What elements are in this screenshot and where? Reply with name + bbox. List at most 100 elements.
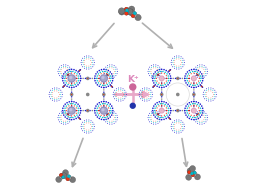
Circle shape xyxy=(71,83,72,84)
Circle shape xyxy=(68,69,70,70)
Circle shape xyxy=(67,84,69,85)
Circle shape xyxy=(66,105,67,107)
Circle shape xyxy=(94,62,95,63)
Circle shape xyxy=(165,102,167,104)
Circle shape xyxy=(157,114,158,115)
Circle shape xyxy=(157,75,158,76)
Circle shape xyxy=(139,94,140,95)
Circle shape xyxy=(169,70,170,71)
Circle shape xyxy=(159,86,160,88)
Circle shape xyxy=(193,94,194,95)
Circle shape xyxy=(102,77,104,79)
Circle shape xyxy=(172,130,173,131)
Circle shape xyxy=(153,86,155,87)
Circle shape xyxy=(105,69,107,70)
Circle shape xyxy=(76,73,78,75)
Circle shape xyxy=(87,78,88,79)
Circle shape xyxy=(68,75,75,82)
Circle shape xyxy=(108,82,110,84)
Circle shape xyxy=(159,108,164,113)
Circle shape xyxy=(184,108,186,109)
Circle shape xyxy=(80,69,81,70)
Circle shape xyxy=(202,112,203,114)
Circle shape xyxy=(187,112,188,114)
Circle shape xyxy=(113,96,114,97)
Circle shape xyxy=(189,85,190,87)
Circle shape xyxy=(91,126,92,127)
Circle shape xyxy=(188,110,189,111)
Circle shape xyxy=(167,116,169,118)
Circle shape xyxy=(158,73,159,74)
Circle shape xyxy=(130,84,136,90)
Circle shape xyxy=(169,70,170,71)
Circle shape xyxy=(169,118,170,119)
Circle shape xyxy=(191,173,195,177)
Circle shape xyxy=(194,117,195,118)
Circle shape xyxy=(107,74,108,75)
Circle shape xyxy=(92,128,93,129)
Circle shape xyxy=(111,86,113,87)
Circle shape xyxy=(70,77,72,79)
Circle shape xyxy=(157,72,159,73)
Circle shape xyxy=(158,113,159,114)
Circle shape xyxy=(159,119,160,120)
Circle shape xyxy=(67,113,68,114)
Circle shape xyxy=(107,114,108,115)
Circle shape xyxy=(107,114,108,115)
Circle shape xyxy=(84,60,85,61)
Circle shape xyxy=(70,117,71,118)
Circle shape xyxy=(124,7,130,14)
Circle shape xyxy=(71,101,72,102)
Circle shape xyxy=(105,67,106,68)
Circle shape xyxy=(154,78,155,79)
Circle shape xyxy=(202,78,204,79)
Circle shape xyxy=(84,122,85,123)
Circle shape xyxy=(157,114,159,115)
Circle shape xyxy=(156,82,157,84)
Circle shape xyxy=(151,75,152,76)
Circle shape xyxy=(103,105,104,107)
Circle shape xyxy=(92,78,93,79)
Circle shape xyxy=(69,117,70,118)
Circle shape xyxy=(158,75,159,76)
Circle shape xyxy=(68,114,69,115)
Circle shape xyxy=(86,67,87,68)
Circle shape xyxy=(125,96,126,97)
Circle shape xyxy=(159,76,164,81)
Circle shape xyxy=(99,78,100,79)
Circle shape xyxy=(197,114,198,115)
Circle shape xyxy=(201,86,203,88)
Circle shape xyxy=(64,116,66,118)
Circle shape xyxy=(72,117,74,118)
Circle shape xyxy=(185,82,187,84)
Circle shape xyxy=(82,110,84,111)
Circle shape xyxy=(155,64,156,65)
Circle shape xyxy=(71,69,72,70)
Circle shape xyxy=(88,56,89,57)
Circle shape xyxy=(69,108,74,113)
Circle shape xyxy=(107,113,108,115)
Circle shape xyxy=(71,87,72,88)
Circle shape xyxy=(83,124,84,125)
Circle shape xyxy=(142,88,143,89)
Circle shape xyxy=(202,87,203,88)
Circle shape xyxy=(170,118,171,120)
Circle shape xyxy=(157,104,159,105)
Circle shape xyxy=(182,58,183,59)
Circle shape xyxy=(198,118,199,119)
Circle shape xyxy=(103,91,104,93)
Circle shape xyxy=(80,69,81,70)
Circle shape xyxy=(197,114,198,115)
Circle shape xyxy=(159,69,160,70)
Circle shape xyxy=(108,85,109,87)
Circle shape xyxy=(105,101,107,103)
Circle shape xyxy=(197,71,198,72)
Circle shape xyxy=(116,98,117,99)
Circle shape xyxy=(169,118,170,119)
Circle shape xyxy=(199,64,200,65)
Circle shape xyxy=(191,78,192,79)
Circle shape xyxy=(152,87,154,88)
Circle shape xyxy=(194,73,195,74)
Circle shape xyxy=(180,122,181,123)
Circle shape xyxy=(180,66,181,67)
